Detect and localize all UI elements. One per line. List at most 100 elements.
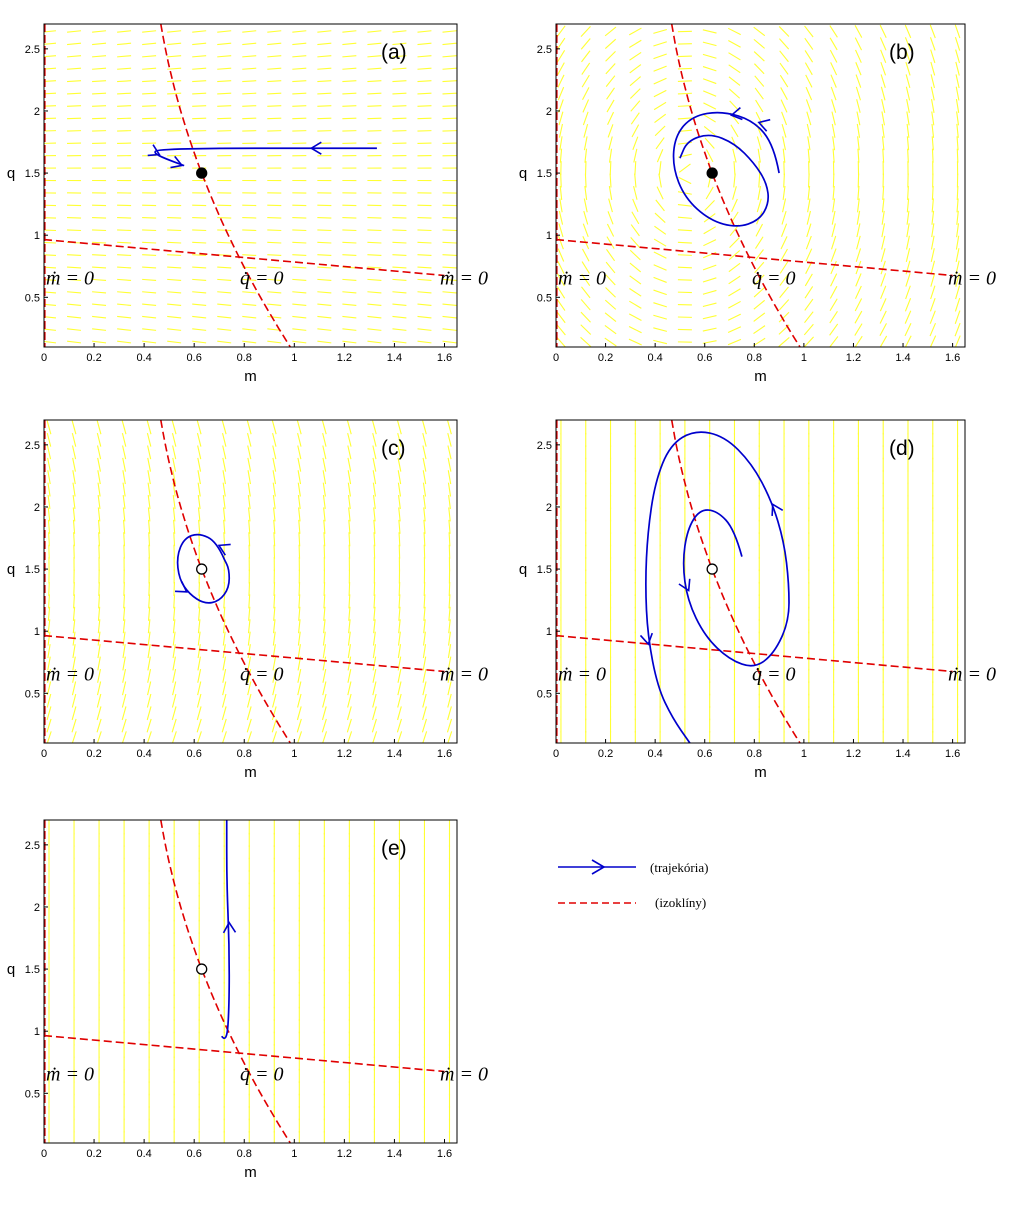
field-arrow [422,706,427,721]
panel-label: (b) [889,41,915,64]
field-arrow [906,99,910,113]
field-arrow [629,76,642,87]
field-arrow [167,92,182,95]
y-axis-label: q [7,961,15,978]
field-arrow [392,241,407,244]
field-arrow [678,176,692,185]
field-arrow [929,37,936,51]
field-arrow [557,74,565,88]
field-arrow [198,594,201,609]
field-arrow [605,287,616,298]
field-arrow [397,644,402,659]
field-arrow [442,303,457,306]
field-arrow [73,532,75,547]
field-arrow [580,311,591,323]
field-arrow [372,656,377,671]
field-arrow [247,494,251,510]
trajectory-arrowhead [170,155,184,169]
field-arrow [856,210,861,225]
field-arrow [856,235,861,250]
field-arrow [117,254,132,257]
field-arrow [147,494,151,510]
field-arrow [655,137,665,150]
field-arrow [142,278,157,282]
field-arrow [581,273,591,286]
field-arrow [781,198,787,213]
field-arrow [392,92,407,95]
field-arrow [905,49,911,64]
field-arrow [71,445,77,460]
trajectory-arrowhead [309,141,322,155]
field-arrow [703,126,716,136]
field-arrow [397,681,402,696]
field-arrow [96,731,102,743]
field-arrow [880,273,887,287]
field-arrow [656,149,664,163]
field-arrow [581,74,590,88]
field-arrow [367,328,382,331]
field-arrow [47,631,51,646]
field-arrow [317,303,332,306]
field-arrow [856,123,861,138]
field-arrow [121,681,127,696]
field-arrow [292,67,307,70]
field-arrow [122,619,126,634]
field-arrow [931,223,935,238]
field-arrow [192,80,207,83]
field-arrow [778,299,790,311]
y-tick-label: 1 [546,626,552,638]
field-arrow [171,432,177,447]
field-arrow [705,186,714,200]
field-arrow [422,420,427,435]
field-arrow [96,420,102,435]
field-arrow [267,67,282,70]
field-arrow [447,644,452,659]
axes-frame [555,419,966,744]
field-arrow [397,656,402,671]
field-arrow [242,315,257,319]
field-arrow [222,482,226,497]
field-arrow [931,111,935,126]
field-arrow [780,248,788,262]
field-arrow [629,88,641,99]
x-tick-label: 1 [291,748,297,760]
field-arrow [806,210,812,225]
field-arrow [242,117,257,120]
field-arrow [217,55,232,58]
field-arrow [807,185,811,200]
field-arrow [348,519,351,534]
field-arrow [702,327,717,332]
field-arrow [367,241,382,244]
field-arrow [221,706,227,721]
field-arrow [658,173,662,188]
field-arrow [367,117,382,120]
field-arrow [223,519,226,534]
field-arrow [367,303,382,306]
legend-trajectory-arrow [591,859,606,875]
field-arrow [702,66,717,72]
field-arrow [217,80,232,83]
field-arrow [442,315,457,319]
x-tick-label: 0.4 [136,748,151,760]
field-arrow [92,92,107,95]
field-arrow [347,432,352,447]
field-arrow [72,644,76,659]
x-tick-label: 0.6 [697,352,712,364]
field-arrow [192,291,207,294]
field-arrow [442,105,457,107]
field-arrow [906,111,910,126]
field-arrow [292,80,307,83]
field-arrow [881,223,886,238]
x-tick-label: 1.6 [945,352,960,364]
field-arrow [223,606,226,621]
field-arrow [929,24,936,39]
field-arrow [422,681,427,696]
field-arrow [173,532,176,547]
field-arrow [905,61,911,76]
field-arrow [297,644,301,659]
field-arrow [347,494,351,510]
field-arrow [348,619,351,634]
field-arrow [448,519,451,534]
field-arrow [148,532,151,547]
field-arrow [372,644,377,659]
